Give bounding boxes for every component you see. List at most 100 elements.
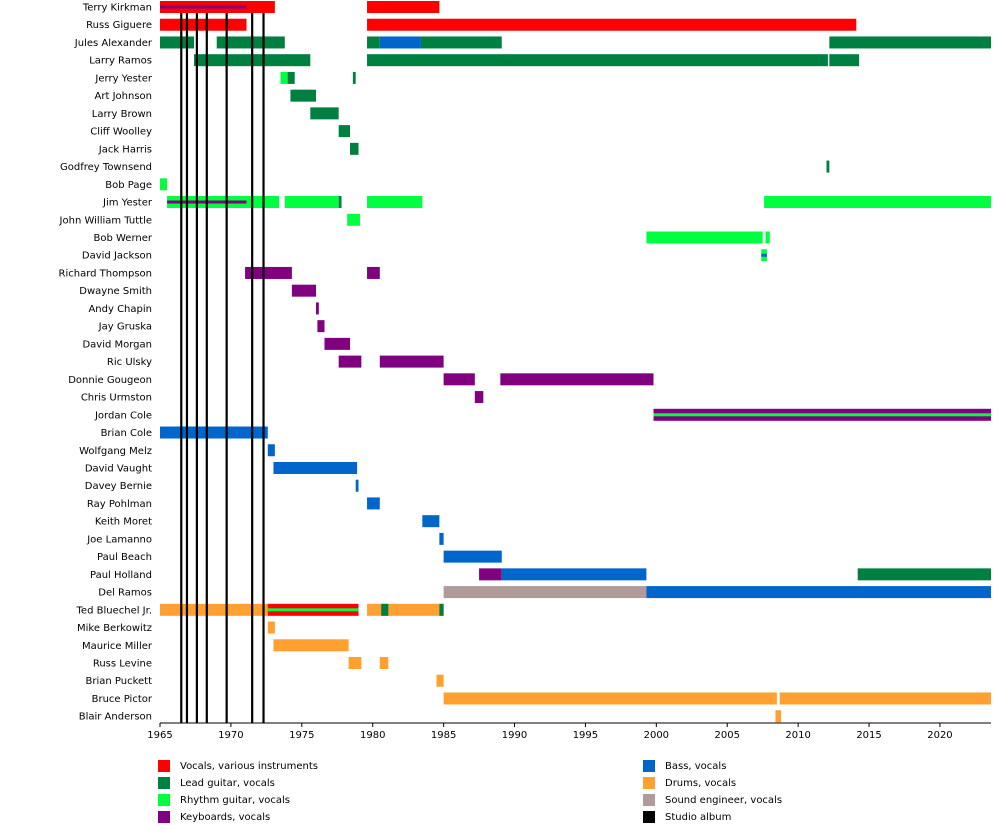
member-label-maurice-miller: Maurice Miller <box>82 641 153 652</box>
member-bar-bob-werner-1 <box>765 231 770 244</box>
member-label-larry-ramos: Larry Ramos <box>89 56 152 67</box>
member-bar-russ-levine-1 <box>379 657 389 670</box>
member-bar-david-morgan-0 <box>324 337 351 350</box>
member-label-ted-bluechel-jr: Ted Bluechel Jr. <box>76 605 152 616</box>
x-tick-label-1970: 1970 <box>218 730 243 741</box>
member-label-jay-gruska: Jay Gruska <box>98 322 152 333</box>
x-tick-label-2020: 2020 <box>927 730 952 741</box>
member-label-jim-yester: Jim Yester <box>102 198 153 209</box>
member-label-andy-chapin: Andy Chapin <box>88 304 152 315</box>
x-tick-label-1995: 1995 <box>573 730 598 741</box>
member-bar-russ-giguere-1 <box>367 18 857 31</box>
legend-label-album: Studio album <box>665 811 732 823</box>
member-bar-russ-levine-0 <box>348 657 362 670</box>
legend: Vocals, various instruments Lead guitar, … <box>0 758 1000 838</box>
studio-album-lines <box>180 13 265 723</box>
member-label-russ-giguere: Russ Giguere <box>86 20 152 31</box>
x-tick-label-1985: 1985 <box>431 730 456 741</box>
x-tick-label-2010: 2010 <box>785 730 810 741</box>
member-bar-stripe-jordan-cole-1 <box>653 413 991 417</box>
legend-swatch-vocals <box>158 760 170 772</box>
legend-swatch-sound <box>643 794 655 806</box>
member-label-paul-beach: Paul Beach <box>97 552 152 563</box>
member-bar-maurice-miller-0 <box>273 639 349 652</box>
member-label-richard-thompson: Richard Thompson <box>59 268 152 279</box>
legend-item-sound: Sound engineer, vocals <box>643 792 782 808</box>
member-bar-ted-bluechel-jr-5 <box>439 603 444 616</box>
member-label-bob-page: Bob Page <box>105 180 152 191</box>
member-bar-paul-beach-0 <box>443 550 502 563</box>
member-bar-wolfgang-melz-0 <box>267 444 275 457</box>
legend-item-drums: Drums, vocals <box>643 775 736 791</box>
member-label-brian-cole: Brian Cole <box>101 428 152 439</box>
member-bar-cliff-woolley-0 <box>338 125 351 138</box>
member-bar-jim-yester-3 <box>338 196 342 209</box>
member-bar-jack-harris-0 <box>350 142 359 155</box>
member-bar-bob-werner-0 <box>646 231 763 244</box>
member-label-blair-anderson: Blair Anderson <box>79 712 152 723</box>
member-bar-larry-brown-0 <box>310 107 339 120</box>
member-label-donnie-gougeon: Donnie Gougeon <box>68 375 152 386</box>
member-bar-john-william-tuttle-0 <box>347 213 360 226</box>
member-bar-keith-moret-0 <box>422 515 440 528</box>
member-label-chris-urmston: Chris Urmston <box>81 393 152 404</box>
member-bar-brian-puckett-0 <box>436 674 444 687</box>
member-bar-ric-ulsky-1 <box>379 355 444 368</box>
member-bar-del-ramos-1 <box>646 586 991 599</box>
legend-item-lead: Lead guitar, vocals <box>158 775 275 791</box>
member-bar-jerry-yester-1 <box>287 71 295 84</box>
member-bar-ric-ulsky-0 <box>338 355 362 368</box>
member-label-russ-levine: Russ Levine <box>93 659 152 670</box>
legend-label-sound: Sound engineer, vocals <box>665 794 783 806</box>
member-label-david-jackson: David Jackson <box>82 251 152 262</box>
member-bar-godfrey-townsend-0 <box>826 160 830 173</box>
member-bar-jules-alexander-2 <box>367 36 380 49</box>
member-bar-paul-holland-1 <box>501 568 647 581</box>
member-bar-jules-alexander-3 <box>379 36 421 49</box>
member-bar-bruce-pictor-1 <box>779 692 991 705</box>
member-bar-ted-bluechel-jr-3 <box>367 603 444 616</box>
member-label-del-ramos: Del Ramos <box>98 588 152 599</box>
member-label-keith-moret: Keith Moret <box>95 517 152 528</box>
member-label-jules-alexander: Jules Alexander <box>74 38 153 49</box>
member-bar-art-johnson-0 <box>290 89 316 102</box>
member-bar-richard-thompson-0 <box>245 266 292 279</box>
member-label-wolfgang-melz: Wolfgang Melz <box>79 446 152 457</box>
legend-label-keys: Keyboards, vocals <box>180 811 271 823</box>
legend-label-lead: Lead guitar, vocals <box>180 777 275 789</box>
x-tick-label-2005: 2005 <box>715 730 740 741</box>
member-bar-andy-chapin-0 <box>315 302 319 315</box>
member-bar-bruce-pictor-0 <box>443 692 777 705</box>
member-label-art-johnson: Art Johnson <box>95 91 152 102</box>
legend-swatch-lead <box>158 777 170 789</box>
member-bar-blair-anderson-0 <box>775 710 782 723</box>
member-bar-stripe-ted-bluechel-jr-2 <box>267 608 359 612</box>
x-tick-label-1965: 1965 <box>147 730 172 741</box>
legend-item-bass: Bass, vocals <box>643 758 726 774</box>
member-bar-jay-gruska-0 <box>317 320 325 333</box>
member-bar-larry-ramos-1 <box>367 54 828 67</box>
member-bar-ted-bluechel-jr-4 <box>381 603 389 616</box>
legend-label-drums: Drums, vocals <box>665 777 737 789</box>
member-label-godfrey-townsend: Godfrey Townsend <box>60 162 152 173</box>
member-bar-stripe-david-jackson-1 <box>761 253 767 257</box>
member-bar-jim-yester-4 <box>367 196 423 209</box>
member-label-bruce-pictor: Bruce Pictor <box>92 694 153 705</box>
member-bar-donnie-gougeon-1 <box>500 373 654 386</box>
member-label-larry-brown: Larry Brown <box>92 109 152 120</box>
member-label-cliff-woolley: Cliff Woolley <box>90 127 152 138</box>
member-bar-jules-alexander-5 <box>829 36 991 49</box>
member-label-john-william-tuttle: John William Tuttle <box>59 215 152 226</box>
member-bar-donnie-gougeon-0 <box>443 373 475 386</box>
member-label-ric-ulsky: Ric Ulsky <box>107 357 152 368</box>
member-bar-jim-yester-2 <box>284 196 339 209</box>
x-axis: 1965 1970 1975 1980 1985 1990 1995 2000 2005 2010… <box>147 722 991 741</box>
x-tick-label-1990: 1990 <box>502 730 527 741</box>
member-bar-larry-ramos-2 <box>829 54 860 67</box>
member-label-david-vaught: David Vaught <box>85 463 152 474</box>
legend-label-vocals: Vocals, various instruments <box>180 760 318 772</box>
member-label-jordan-cole: Jordan Cole <box>94 410 152 421</box>
member-bar-bob-page-0 <box>160 178 168 191</box>
legend-label-bass: Bass, vocals <box>665 760 727 772</box>
